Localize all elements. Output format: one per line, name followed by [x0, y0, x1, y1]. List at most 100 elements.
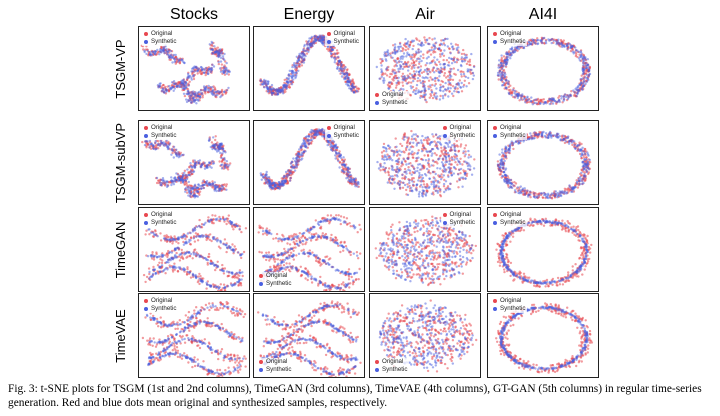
original-point: [210, 141, 214, 144]
synthetic-point: [182, 153, 185, 156]
synthetic-point: [432, 185, 436, 188]
original-point: [410, 129, 413, 133]
synthetic-point: [416, 57, 419, 61]
synthetic-point: [451, 144, 454, 147]
synthetic-point: [435, 41, 438, 44]
synthetic-point: [414, 92, 418, 96]
synthetic-point: [318, 37, 322, 40]
synthetic-point: [467, 149, 470, 153]
synthetic-point: [401, 67, 405, 71]
synthetic-point: [433, 37, 436, 40]
synthetic-point: [197, 183, 200, 186]
synthetic-point: [175, 148, 178, 151]
synthetic-point: [394, 59, 397, 62]
synthetic-point: [408, 148, 411, 151]
original-point: [462, 169, 465, 172]
synthetic-point: [264, 181, 268, 185]
synthetic-point: [182, 84, 185, 88]
original-point: [418, 79, 422, 82]
synthetic-point: [558, 100, 561, 104]
synthetic-point: [208, 161, 211, 164]
synthetic-point: [281, 92, 285, 95]
synthetic-point: [302, 151, 305, 154]
original-point: [447, 61, 451, 64]
synthetic-point: [345, 177, 348, 180]
synthetic-point: [390, 149, 394, 152]
synthetic-point: [189, 162, 192, 165]
synthetic-point: [530, 100, 533, 103]
synthetic-point: [276, 186, 280, 190]
synthetic-point: [149, 50, 152, 54]
synthetic-point: [311, 135, 314, 138]
original-point: [213, 86, 216, 89]
synthetic-point: [529, 42, 532, 46]
original-point: [407, 60, 410, 64]
synthetic-point: [190, 91, 193, 94]
original-point: [411, 177, 414, 180]
synthetic-point: [501, 78, 504, 81]
legend-marker-original: [493, 32, 497, 36]
synthetic-point: [455, 157, 459, 160]
synthetic-point: [410, 135, 414, 138]
row-label-tsgm-vp: TSGM-VP: [113, 38, 128, 99]
synthetic-point: [391, 159, 394, 162]
synthetic-point: [297, 69, 300, 72]
synthetic-point: [404, 176, 408, 179]
synthetic-point: [582, 59, 586, 62]
synthetic-point: [185, 177, 189, 181]
synthetic-point: [200, 187, 203, 190]
synthetic-point: [564, 95, 568, 99]
original-point: [438, 53, 442, 56]
synthetic-point: [180, 84, 184, 88]
synthetic-point: [448, 76, 451, 79]
synthetic-point: [285, 76, 289, 80]
original-point: [448, 47, 451, 51]
synthetic-point: [168, 56, 171, 60]
synthetic-point: [393, 43, 397, 46]
synthetic-point: [391, 166, 394, 169]
synthetic-point: [531, 103, 534, 106]
legend-marker-synthetic: [442, 134, 447, 138]
synthetic-point: [217, 54, 220, 57]
original-point: [404, 44, 407, 48]
synthetic-point: [467, 167, 470, 171]
synthetic-point: [386, 66, 389, 69]
synthetic-point: [290, 69, 294, 72]
synthetic-point: [580, 51, 583, 55]
synthetic-point: [424, 136, 427, 140]
original-point: [196, 72, 199, 75]
synthetic-point: [178, 85, 182, 88]
synthetic-point: [191, 70, 194, 73]
synthetic-point: [432, 66, 435, 69]
synthetic-point: [150, 54, 154, 57]
original-point: [394, 86, 398, 89]
synthetic-point: [394, 77, 397, 80]
synthetic-point: [448, 162, 451, 166]
synthetic-point: [308, 142, 311, 145]
synthetic-point: [301, 60, 304, 64]
synthetic-point: [501, 83, 505, 87]
original-point: [286, 180, 290, 183]
synthetic-point: [402, 158, 406, 161]
synthetic-point: [217, 146, 220, 149]
synthetic-point: [416, 135, 420, 138]
synthetic-point: [444, 146, 447, 150]
synthetic-point: [399, 64, 402, 67]
synthetic-point: [203, 183, 207, 186]
synthetic-point: [422, 43, 425, 47]
synthetic-point: [285, 174, 289, 177]
synthetic-point: [430, 141, 433, 144]
original-point: [439, 195, 443, 198]
synthetic-point: [181, 180, 185, 183]
synthetic-point: [331, 48, 334, 51]
synthetic-point: [190, 165, 193, 169]
original-point: [399, 142, 402, 146]
original-point: [283, 78, 286, 82]
synthetic-point: [219, 90, 222, 93]
synthetic-point: [415, 50, 418, 53]
synthetic-point: [300, 158, 303, 161]
original-point: [539, 100, 542, 103]
synthetic-point: [173, 180, 177, 183]
synthetic-point: [425, 70, 428, 73]
synthetic-point: [170, 183, 173, 187]
